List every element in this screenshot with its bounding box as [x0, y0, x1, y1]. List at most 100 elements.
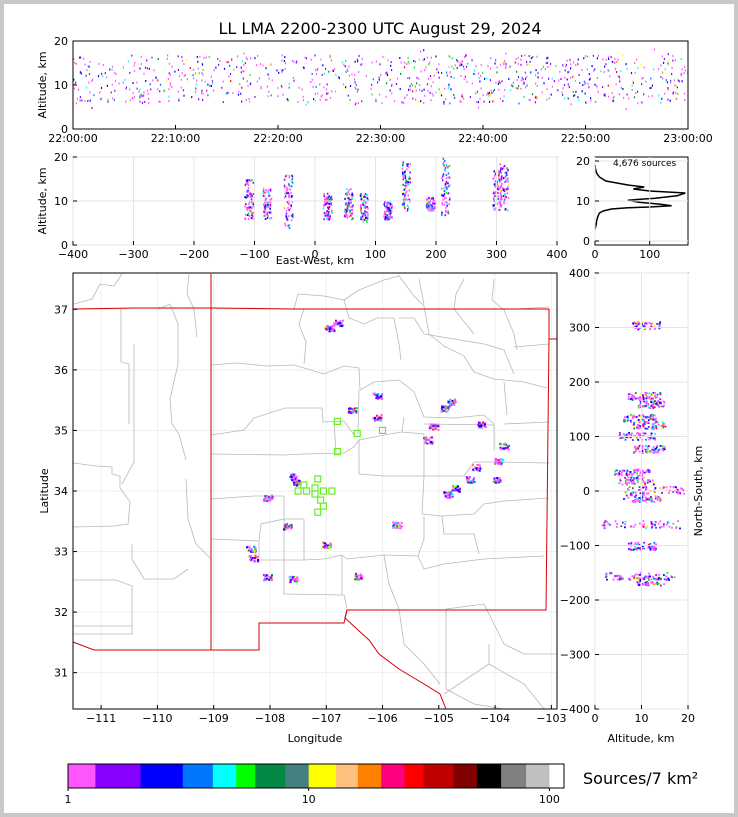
eastwest-source-mark [291, 181, 294, 184]
station-marker [294, 487, 302, 495]
northsouth-source-mark [654, 448, 657, 450]
northsouth-source-mark [607, 522, 610, 525]
northsouth-source-mark [650, 322, 652, 325]
eastwest-source-mark [504, 181, 506, 183]
map-source-mark [501, 458, 504, 461]
map-source-mark [327, 326, 330, 329]
time-source-mark [465, 54, 467, 57]
time-source-mark [496, 66, 498, 69]
northsouth-source-mark [638, 543, 641, 546]
longitude-tick-label: −108 [255, 712, 285, 725]
time-source-mark [482, 94, 484, 97]
eastwest-source-mark [290, 185, 293, 188]
time-source-mark [131, 54, 133, 57]
eastwest-source-mark [266, 201, 268, 204]
time-source-mark [457, 60, 459, 63]
altitude-tick-label: 20 [54, 151, 68, 164]
northsouth-tick-label: −400 [560, 703, 590, 716]
time-source-mark [152, 79, 154, 82]
northsouth-source-mark [647, 402, 649, 405]
time-source-mark [660, 76, 662, 79]
northsouth-source-mark [662, 525, 665, 528]
eastwest-source-mark [346, 193, 349, 196]
map-source-mark [379, 420, 382, 423]
latitude-tick-label: 37 [54, 303, 68, 316]
time-source-mark [526, 84, 528, 87]
eastwest-source-mark [507, 177, 509, 180]
eastwest-source-mark [290, 219, 293, 222]
time-source-mark [89, 60, 91, 63]
eastwest-source-mark [501, 168, 504, 170]
northsouth-source-mark [639, 579, 642, 581]
northsouth-source-mark [668, 525, 671, 528]
eastwest-source-mark [347, 197, 349, 200]
northsouth-source-mark [647, 492, 650, 495]
time-source-mark [153, 69, 155, 72]
northsouth-source-mark [615, 473, 618, 475]
time-source-mark [436, 68, 438, 71]
eastwest-source-mark [432, 206, 434, 209]
northsouth-source-mark [616, 526, 618, 528]
northsouth-source-mark [661, 421, 664, 424]
eastwest-source-mark [507, 209, 509, 212]
map-source-mark [424, 442, 427, 444]
eastwest-source-mark [497, 185, 499, 188]
time-source-mark [420, 70, 422, 73]
colorbar: 1 10 100 Sources/7 km² [65, 763, 698, 806]
eastwest-source-mark [499, 197, 502, 200]
time-source-mark [577, 58, 579, 61]
eastwest-source-mark [497, 198, 500, 200]
eastwest-source-mark [496, 191, 498, 194]
northsouth-source-mark [655, 425, 657, 428]
time-source-mark [430, 99, 432, 102]
map-source-mark [327, 547, 330, 550]
northsouth-source-mark [659, 497, 662, 500]
map-source-mark [392, 526, 395, 529]
eastwest-source-mark [364, 205, 367, 208]
northsouth-source-mark [651, 498, 653, 501]
eastwest-source-mark [391, 206, 393, 209]
northsouth-source-mark [644, 327, 646, 330]
time-source-mark [286, 98, 288, 101]
eastwest-source-mark [262, 187, 265, 190]
eastwest-source-mark [499, 169, 502, 172]
map-source-mark [437, 425, 439, 428]
map-source-mark [337, 321, 340, 324]
northsouth-source-mark [614, 520, 617, 523]
northsouth-source-mark [661, 492, 663, 494]
map-source-mark [284, 526, 287, 529]
colorbar-cell [308, 764, 337, 788]
map-source-mark [296, 474, 299, 477]
time-source-mark [611, 92, 613, 95]
eastwest-source-mark [386, 210, 389, 213]
time-source-mark [375, 60, 377, 63]
eastwest-source-mark [441, 203, 443, 206]
northsouth-source-mark [660, 487, 662, 490]
lma-stations [294, 417, 387, 516]
eastwest-source-mark [389, 215, 391, 218]
time-source-mark [278, 71, 280, 74]
map-source-mark [329, 546, 332, 549]
northsouth-source-mark [681, 487, 683, 490]
colorbar-cell [357, 764, 382, 788]
time-source-mark [604, 65, 606, 68]
time-source-mark [570, 76, 572, 79]
map-source-mark [330, 330, 333, 332]
time-source-mark [488, 91, 491, 94]
northsouth-source-mark [661, 448, 664, 451]
northsouth-source-mark [603, 524, 606, 527]
time-source-mark [201, 79, 203, 82]
time-source-mark [201, 91, 203, 94]
map-source-mark [431, 442, 434, 445]
time-source-mark [517, 87, 519, 90]
eastwest-source-mark [345, 192, 348, 195]
time-source-mark [626, 68, 628, 70]
source-count-annotation: 4,676 sources [613, 159, 677, 169]
map-source-mark [446, 410, 449, 413]
eastwest-source-mark [501, 183, 503, 185]
eastwest-source-mark [327, 206, 330, 209]
time-source-mark [276, 69, 278, 72]
eastwest-source-mark [350, 200, 352, 203]
northsouth-source-mark [630, 494, 633, 497]
map-source-mark [435, 423, 438, 426]
